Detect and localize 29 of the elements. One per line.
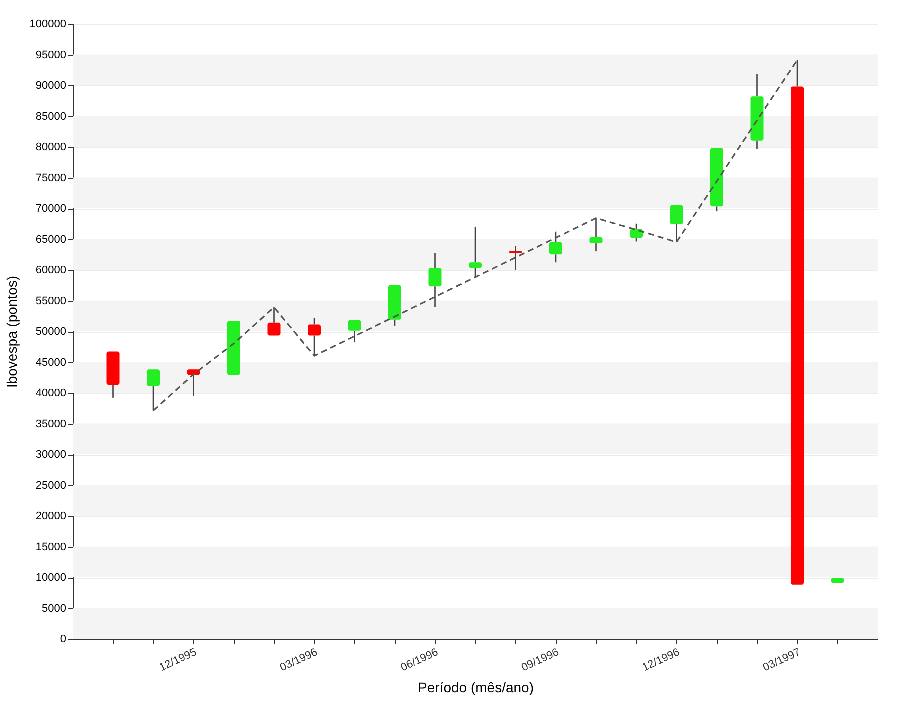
- y-tick-label: 25000: [36, 480, 66, 492]
- y-tick-label: 20000: [36, 510, 66, 522]
- y-tick-label: 5000: [42, 602, 66, 615]
- y-tick-label: 100000: [30, 18, 66, 30]
- y-tick-label: 35000: [36, 418, 66, 430]
- y-tick-label: 15000: [36, 541, 66, 554]
- y-tick-label: 75000: [36, 172, 66, 184]
- y-tick-label: 55000: [36, 295, 66, 308]
- y-tick-label: 10000: [36, 572, 66, 584]
- candlestick: [469, 226, 482, 278]
- y-tick-label: 60000: [36, 264, 66, 276]
- y-tick-label: 30000: [36, 449, 66, 461]
- y-tick-label: 40000: [36, 388, 66, 400]
- y-tick-label: 50000: [36, 326, 66, 338]
- y-tick-label: 95000: [36, 49, 66, 62]
- candlestick: [590, 218, 603, 252]
- y-tick-label: 0: [60, 634, 66, 646]
- y-axis-title: Ibovespa (pontos): [4, 276, 20, 388]
- candlestick: [509, 245, 522, 271]
- y-tick-label: 45000: [36, 356, 66, 369]
- y-tick-label: 65000: [36, 234, 66, 246]
- y-tick-label: 85000: [36, 110, 66, 123]
- candlestick: [428, 252, 442, 308]
- x-axis-title: Período (mês/ano): [418, 679, 534, 696]
- y-tick-label: 70000: [36, 203, 66, 215]
- y-tick-label: 90000: [36, 80, 66, 92]
- line-series: [152, 59, 798, 412]
- candlestick: [750, 74, 764, 150]
- y-tick-label: 80000: [36, 142, 66, 154]
